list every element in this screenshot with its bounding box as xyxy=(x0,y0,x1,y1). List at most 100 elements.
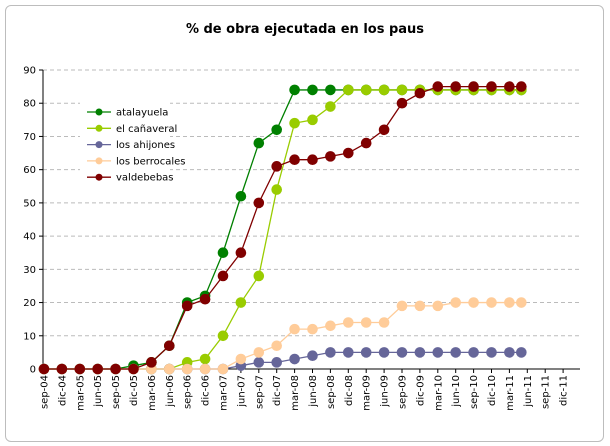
y-tick-label: 50 xyxy=(23,198,36,209)
data-point xyxy=(504,81,515,92)
data-point xyxy=(486,81,497,92)
data-point xyxy=(56,363,68,375)
data-point xyxy=(235,190,247,202)
legend-label: los ahijones xyxy=(116,140,175,151)
data-point xyxy=(289,323,300,335)
data-point xyxy=(74,363,86,375)
legend-label: valdebebas xyxy=(116,173,174,184)
data-point xyxy=(235,297,247,308)
data-point xyxy=(450,297,462,308)
x-tick-label: mar-06 xyxy=(147,375,158,411)
data-point xyxy=(271,161,283,172)
legend-label: atalayuela xyxy=(116,108,168,119)
y-tick-label: 0 xyxy=(30,365,36,376)
data-point xyxy=(486,297,497,308)
data-point xyxy=(432,347,444,358)
data-point xyxy=(516,81,527,92)
y-tick-label: 30 xyxy=(23,265,36,276)
x-tick-label: mar-07 xyxy=(219,375,230,411)
data-point xyxy=(253,347,265,358)
x-tick-label: jun-10 xyxy=(451,375,462,408)
x-tick-label: dic-07 xyxy=(272,375,283,406)
y-tick-label: 20 xyxy=(23,298,36,309)
data-point xyxy=(325,101,336,112)
data-point xyxy=(289,154,300,165)
data-point xyxy=(271,357,283,368)
data-point xyxy=(217,270,229,282)
legend-box xyxy=(80,100,170,185)
legend-marker xyxy=(95,108,103,116)
data-point xyxy=(253,137,265,149)
data-point xyxy=(360,84,372,96)
data-point xyxy=(271,340,283,352)
data-point xyxy=(516,297,527,308)
data-point xyxy=(307,154,318,165)
y-tick-label: 80 xyxy=(23,99,36,110)
data-point xyxy=(164,363,175,375)
x-tick-label: sep-10 xyxy=(469,375,480,409)
data-point xyxy=(360,347,372,358)
data-point xyxy=(343,147,354,159)
data-point xyxy=(253,270,265,282)
x-tick-label: dic-10 xyxy=(487,375,498,406)
x-tick-label: jun-08 xyxy=(308,375,319,408)
data-point xyxy=(271,124,283,136)
legend-label: los berrocales xyxy=(116,156,186,167)
data-point xyxy=(378,347,390,358)
data-point xyxy=(396,97,408,109)
legend-label: el cañaveral xyxy=(116,124,177,135)
data-point xyxy=(307,84,318,96)
data-point xyxy=(378,124,390,136)
x-tick-label: mar-09 xyxy=(362,375,373,411)
y-tick-label: 60 xyxy=(23,165,36,176)
data-point xyxy=(289,117,300,129)
data-point xyxy=(307,323,318,335)
data-point xyxy=(414,347,426,358)
data-point xyxy=(343,347,354,358)
data-point xyxy=(217,247,229,259)
series-line xyxy=(44,85,522,370)
x-tick-label: sep-08 xyxy=(326,375,337,409)
data-point xyxy=(396,300,408,312)
data-point xyxy=(468,347,479,358)
data-point xyxy=(199,363,211,375)
data-point xyxy=(343,84,354,96)
x-tick-label: dic-09 xyxy=(415,375,426,406)
x-tick-label: jun-05 xyxy=(93,375,104,408)
data-point xyxy=(450,347,462,358)
x-tick-label: sep-09 xyxy=(398,375,409,409)
x-tick-label: mar-05 xyxy=(75,375,86,411)
x-tick-label: dic-08 xyxy=(344,375,355,406)
data-point xyxy=(378,84,390,96)
data-point xyxy=(396,347,408,358)
x-tick-label: sep-06 xyxy=(183,375,194,409)
data-point xyxy=(307,114,318,126)
data-point xyxy=(289,353,300,365)
data-point xyxy=(396,84,408,96)
data-point xyxy=(414,87,426,99)
data-point xyxy=(110,363,121,375)
data-point xyxy=(38,363,50,375)
data-point xyxy=(307,350,318,362)
data-point xyxy=(217,363,229,375)
x-tick-label: mar-11 xyxy=(505,375,516,411)
y-tick-label: 40 xyxy=(23,232,36,243)
x-tick-label: mar-10 xyxy=(433,375,444,411)
data-point xyxy=(432,300,444,312)
data-point xyxy=(516,347,527,358)
chart-title: % de obra ejecutada en los paus xyxy=(185,22,425,37)
data-point xyxy=(253,357,265,368)
data-point xyxy=(486,347,497,358)
data-point xyxy=(253,197,265,209)
data-point xyxy=(360,137,372,149)
x-tick-label: sep-05 xyxy=(111,375,122,409)
data-point xyxy=(164,340,175,352)
data-point xyxy=(146,357,157,368)
data-point xyxy=(128,363,139,375)
x-tick-label: dic-11 xyxy=(559,375,570,406)
x-tick-label: mar-08 xyxy=(290,375,301,411)
legend-marker xyxy=(95,173,103,181)
data-point xyxy=(181,363,193,375)
data-point xyxy=(235,353,247,365)
